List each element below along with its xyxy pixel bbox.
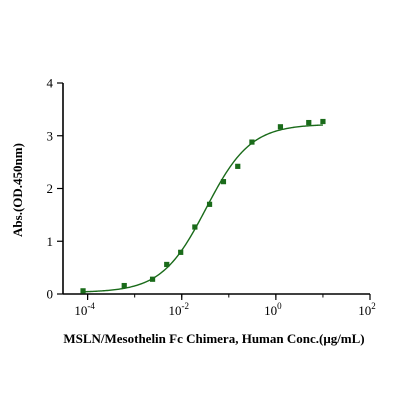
x-tick-exponent: 2 <box>371 301 376 311</box>
data-point <box>235 163 241 169</box>
data-point <box>80 288 86 294</box>
x-tick-exponent: 0 <box>277 301 282 311</box>
data-point <box>178 249 184 255</box>
y-tick-label: 2 <box>47 181 54 196</box>
data-point <box>249 139 255 145</box>
x-tick-label: 102 <box>358 301 376 318</box>
x-tick-exponent: -4 <box>87 301 95 311</box>
data-point <box>192 224 198 230</box>
data-points <box>80 118 326 294</box>
x-tick-base: 10 <box>358 303 371 318</box>
y-tick-label: 4 <box>47 76 54 91</box>
fit-curve <box>83 124 323 293</box>
x-tick-exponent: -2 <box>181 301 189 311</box>
y-axis-title: Abs.(OD.450nm) <box>10 143 25 237</box>
data-point <box>277 124 284 130</box>
x-axis-title: MSLN/Mesothelin Fc Chimera, Human Conc.(… <box>63 331 364 346</box>
y-tick-label: 3 <box>47 128 54 143</box>
x-tick-label: 100 <box>264 301 282 318</box>
y-tick-label: 0 <box>47 287 54 302</box>
data-point <box>306 119 312 126</box>
x-tick-label: 10-4 <box>74 301 95 318</box>
y-tick-label: 1 <box>47 234 54 249</box>
data-point <box>121 282 127 289</box>
x-tick-base: 10 <box>168 303 181 318</box>
y-axis: 0 1 2 3 4 <box>47 76 64 302</box>
data-point <box>206 201 213 207</box>
x-tick-base: 10 <box>264 303 277 318</box>
x-tick-label: 10-2 <box>168 301 189 318</box>
data-point <box>320 118 326 125</box>
data-point <box>149 276 156 282</box>
data-point <box>164 261 170 268</box>
data-point <box>220 179 227 185</box>
x-tick-base: 10 <box>74 303 87 318</box>
x-axis: 10-4 10-2 100 102 <box>63 293 376 318</box>
